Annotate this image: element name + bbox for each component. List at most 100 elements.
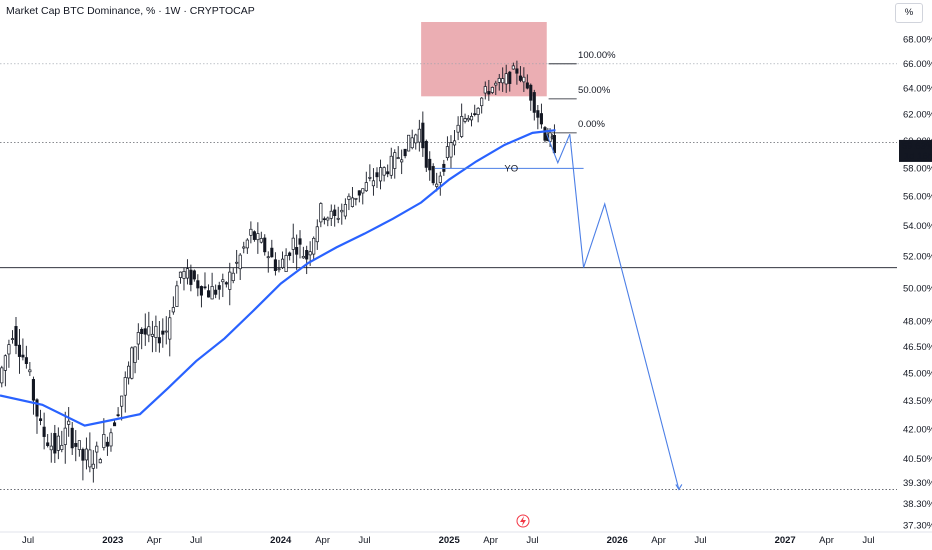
candle-body <box>473 113 477 115</box>
candle-body <box>116 414 120 417</box>
projection-arrow-icon <box>675 484 683 491</box>
candle-body <box>98 459 102 464</box>
candle-body <box>552 134 556 154</box>
candle-body <box>424 140 428 168</box>
candle-body <box>368 176 372 179</box>
percent-scale-button[interactable]: % <box>895 3 923 23</box>
candle-body <box>235 261 239 264</box>
candle-body <box>74 443 78 447</box>
candle-body <box>154 325 158 338</box>
candle-body <box>536 110 540 118</box>
candle-body <box>315 226 319 243</box>
candle-body <box>518 75 522 81</box>
x-tick-month-label: Jul <box>526 535 538 546</box>
price-axis <box>901 0 932 550</box>
candle-body <box>525 82 529 89</box>
x-tick-year-label: 2023 <box>102 535 123 546</box>
y-tick-label: 68.00% <box>903 35 932 46</box>
candle-body <box>3 355 7 371</box>
candle-body <box>350 197 354 207</box>
y-tick-label: 62.00% <box>903 109 932 120</box>
candle-body <box>150 333 154 337</box>
x-tick-month-label: Apr <box>483 535 498 546</box>
candle-body <box>480 97 484 107</box>
x-tick-month-label: Jul <box>694 535 706 546</box>
candle-body <box>46 442 50 446</box>
candle-body <box>42 426 46 437</box>
candle-body <box>39 418 43 421</box>
candle-body <box>171 307 175 313</box>
candle-body <box>410 137 414 149</box>
x-tick-month-label: Jul <box>190 535 202 546</box>
candle-body <box>245 239 249 249</box>
candle-body <box>28 369 32 373</box>
candle-body <box>371 180 375 187</box>
candle-body <box>206 290 211 298</box>
candle-body <box>14 326 18 346</box>
x-tick-month-label: Apr <box>651 535 666 546</box>
x-tick-month-label: Jul <box>862 535 874 546</box>
candle-body <box>256 233 260 241</box>
candle-body <box>7 344 11 355</box>
candle-body <box>88 449 92 468</box>
candle-body <box>161 330 165 335</box>
y-tick-label: 56.00% <box>903 192 932 203</box>
candle-body <box>70 427 74 449</box>
candle-body <box>266 256 270 259</box>
y-tick-label: 45.00% <box>903 369 932 380</box>
candle-body <box>319 203 323 223</box>
candle-body <box>326 217 330 221</box>
x-tick-year-label: 2025 <box>439 535 461 546</box>
candle-body <box>56 435 60 451</box>
candle-body <box>463 118 467 122</box>
candle-body <box>284 255 288 272</box>
candle-body <box>301 255 305 259</box>
candle-body <box>354 197 358 200</box>
yo-label: YO <box>504 163 518 174</box>
candle-body <box>157 337 161 344</box>
candle-body <box>249 228 253 236</box>
candle-body <box>449 142 453 158</box>
candle-body <box>428 158 432 171</box>
candle-body <box>476 107 480 115</box>
candle-body <box>136 332 140 345</box>
candle-body <box>238 254 242 270</box>
y-tick-label: 39.30% <box>903 478 932 489</box>
candle-body <box>421 122 425 149</box>
candle-body <box>130 347 134 379</box>
candle-body <box>143 328 147 335</box>
y-tick-label: 66.00% <box>903 59 932 70</box>
bar-countdown: 1d 16h <box>904 151 932 162</box>
candle-body <box>189 269 193 285</box>
candle-body <box>445 146 449 159</box>
candle-body <box>431 166 435 184</box>
candle-body <box>221 279 225 283</box>
x-tick-year-label: 2026 <box>607 535 628 546</box>
candle-body <box>305 250 309 260</box>
y-tick-label: 50.00% <box>903 283 932 294</box>
candle-body <box>329 210 333 219</box>
candle-body <box>322 218 326 221</box>
candle-body <box>400 159 404 163</box>
candle-body <box>466 117 470 121</box>
candle-body <box>95 445 99 453</box>
candle-body <box>438 175 442 183</box>
candle-body <box>109 432 113 447</box>
flash-bolt-icon <box>520 516 526 526</box>
candle-body <box>469 115 474 121</box>
candle-body <box>333 209 337 216</box>
candle-body <box>361 188 365 194</box>
x-tick-month-label: Apr <box>819 535 834 546</box>
candle-body <box>17 344 21 357</box>
candle-body <box>21 354 25 358</box>
candle-body <box>490 87 494 93</box>
candle-body <box>343 204 347 217</box>
candle-body <box>515 68 519 74</box>
candle-body <box>217 285 221 290</box>
candle-body <box>77 440 81 450</box>
candle-body <box>63 427 67 445</box>
candle-body <box>277 268 281 271</box>
y-tick-label: 38.30% <box>903 499 932 510</box>
candle-body <box>252 231 256 240</box>
